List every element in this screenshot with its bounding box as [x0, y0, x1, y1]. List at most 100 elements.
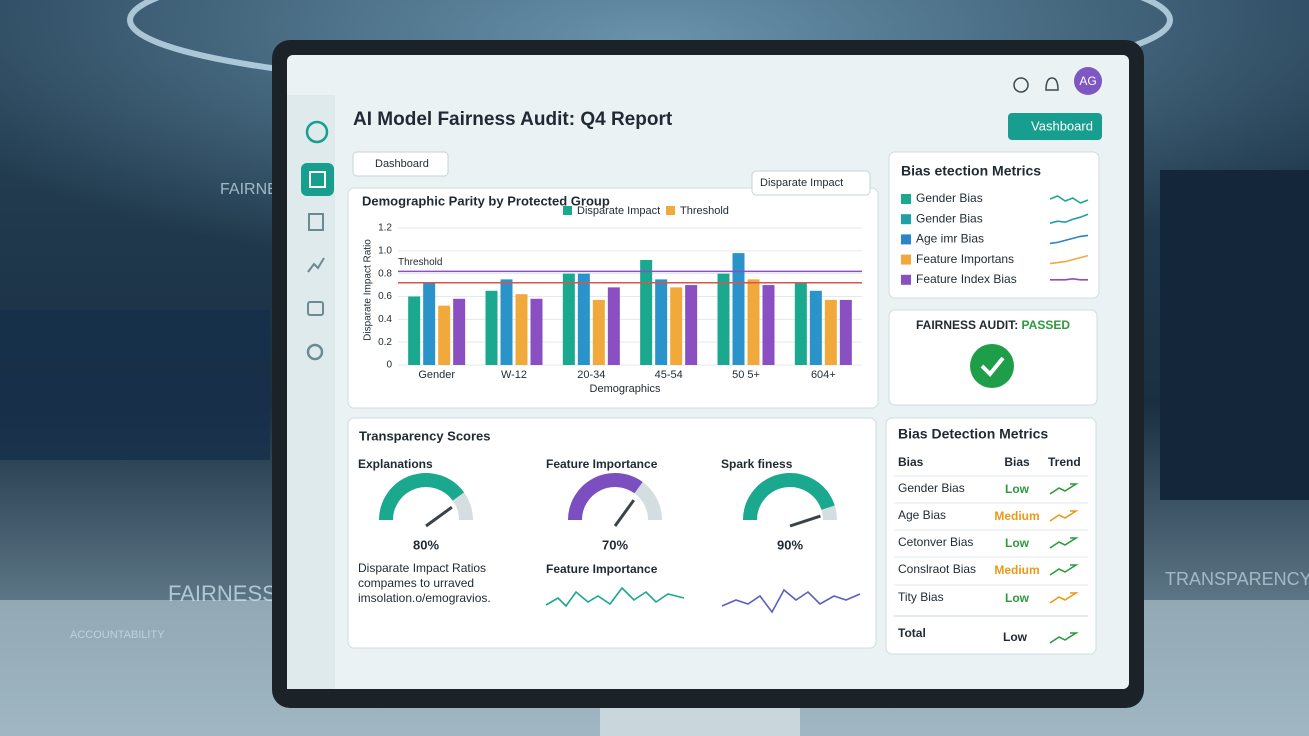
bar: [530, 298, 543, 365]
gauge-needle: [425, 505, 453, 528]
bar: [685, 285, 698, 365]
gauge-arc: [743, 473, 835, 521]
y-tick-label: 0.8: [378, 268, 392, 279]
metric-name: Gender Bias: [916, 211, 983, 225]
metric-swatch: [901, 194, 911, 204]
trend-arrow: [1049, 483, 1079, 495]
bar: [408, 296, 421, 365]
bar: [670, 287, 683, 365]
bar: [640, 259, 653, 365]
transparency-title: Transparency Scores: [359, 428, 491, 443]
page-title: AI Model Fairness Audit: Q4 Report: [353, 109, 673, 130]
gauge-title: Feature Importance: [546, 457, 658, 471]
bar: [839, 299, 852, 365]
metric-name: Age imr Bias: [916, 232, 984, 246]
gauge-arc: [379, 473, 465, 521]
note-line: compames to urraved: [358, 576, 474, 590]
threshold-label: Threshold: [398, 257, 442, 268]
nav-trends[interactable]: [307, 257, 325, 273]
nav-reports[interactable]: [307, 301, 324, 316]
row-name: Tity Bias: [898, 590, 944, 604]
table-header: Bias: [898, 455, 924, 469]
bar: [717, 273, 730, 365]
gauge-arc: [568, 473, 643, 521]
bar: [732, 253, 745, 365]
metric-select-label: Disparate Impact: [760, 177, 843, 189]
trend-arrow: [1049, 537, 1079, 549]
y-tick-label: 1.0: [378, 245, 392, 256]
avatar[interactable]: [1074, 67, 1102, 95]
gauge-title: Spark finess: [721, 457, 793, 471]
trend-arrow: [1049, 564, 1079, 576]
audit-passed: PASSED: [1022, 318, 1071, 332]
row-level: Low: [1005, 482, 1030, 496]
check-mark: [980, 356, 1005, 377]
gauge-needle: [613, 499, 636, 527]
row-name: Cetonver Bias: [898, 535, 973, 549]
note-line: imsolation.o/emogravios.: [358, 591, 491, 605]
floor-word: FAIRNESS: [168, 581, 277, 606]
row-level: Low: [1005, 536, 1030, 550]
y-tick-label: 0: [386, 360, 392, 371]
bias-table-panel: [885, 417, 1097, 655]
row-level: Medium: [994, 563, 1039, 577]
legend-swatch: [563, 206, 572, 215]
bar: [562, 273, 575, 365]
legend-label: Threshold: [680, 205, 729, 217]
nav-metrics[interactable]: [308, 213, 324, 231]
y-axis-label: Disparate Impact Ratio: [363, 239, 374, 341]
gauge-value: 80%: [413, 537, 439, 552]
x-tick-label: Gender: [418, 369, 455, 381]
y-tick-label: 0.6: [378, 291, 392, 302]
gauge-needle: [789, 514, 821, 528]
bar: [453, 298, 466, 365]
y-tick-label: 1.2: [378, 223, 392, 234]
bar: [485, 290, 498, 365]
trend-arrow: [1049, 592, 1079, 604]
floor-word: ACCOUNTABILITY: [70, 629, 165, 641]
bar: [500, 279, 513, 365]
help-icon[interactable]: [1013, 77, 1029, 93]
y-tick-label: 0.4: [378, 314, 392, 325]
metric-swatch: [901, 234, 911, 245]
metric-name: Feature Importans: [916, 252, 1014, 266]
metric-sparkline: [1049, 254, 1089, 265]
bar: [423, 282, 436, 365]
trend-arrow: [1049, 632, 1079, 644]
trend-arrow: [1049, 510, 1079, 522]
row-name: Conslraot Bias: [898, 562, 976, 576]
y-tick-label: 0.2: [378, 337, 392, 348]
bar: [607, 287, 620, 365]
nav-settings[interactable]: [306, 343, 324, 361]
legend-label: Disparate Impact: [577, 205, 660, 217]
metric-name: Feature Index Bias: [916, 272, 1017, 286]
total-name: Total: [898, 626, 926, 640]
nav-dashboard[interactable]: [301, 163, 334, 196]
x-tick-label: W-12: [501, 369, 527, 381]
legend-swatch: [666, 206, 675, 215]
bar: [794, 282, 807, 365]
row-level: Medium: [994, 509, 1039, 523]
view-select[interactable]: [352, 151, 449, 177]
metric-sparkline: [1049, 213, 1089, 224]
note-line: Disparate Impact Ratios: [358, 561, 486, 575]
audit-label: FAIRNESS AUDIT:: [916, 318, 1022, 332]
x-tick-label: 50 5+: [732, 369, 760, 381]
button-label: Vashboard: [1031, 118, 1093, 133]
transparency-panel: [347, 417, 877, 649]
floor-word: TRANSPARENCY: [1165, 569, 1309, 589]
bell-icon[interactable]: [1045, 77, 1059, 91]
window: [1160, 170, 1309, 500]
metric-swatch: [901, 274, 911, 285]
bar: [762, 285, 775, 365]
x-axis-label: Demographics: [590, 383, 661, 395]
metric-sparkline: [1050, 277, 1088, 281]
primary-button[interactable]: [1008, 113, 1102, 140]
metric-name: Gender Bias: [916, 191, 983, 205]
row-level: Low: [1005, 591, 1030, 605]
metric-sparkline: [1049, 234, 1089, 245]
table-header: Trend: [1048, 455, 1081, 469]
metric-select[interactable]: [751, 170, 871, 196]
